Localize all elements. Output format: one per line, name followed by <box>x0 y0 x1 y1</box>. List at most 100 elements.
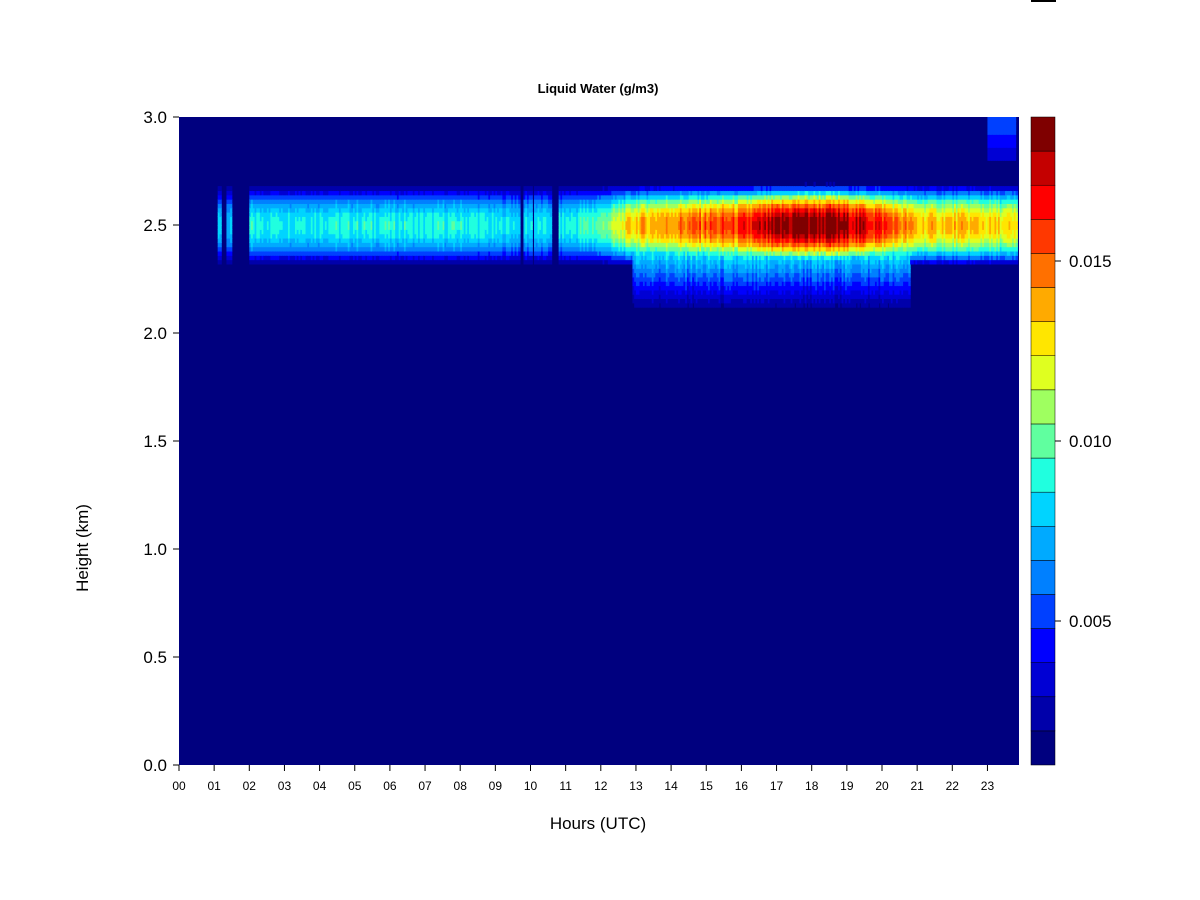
heatmap-cell <box>657 203 660 209</box>
heatmap-cell <box>595 242 598 248</box>
heatmap-cell <box>588 255 591 261</box>
heatmap-cell <box>391 186 395 192</box>
heatmap-cell <box>634 281 637 287</box>
heatmap-cell <box>331 259 335 265</box>
heatmap-cell <box>542 207 546 213</box>
heatmap-cell <box>642 225 646 230</box>
heatmap-cell <box>291 242 294 248</box>
heatmap-cell <box>662 203 665 209</box>
heatmap-cell <box>454 229 458 235</box>
heatmap-cell <box>386 203 389 209</box>
heatmap-cell <box>541 220 544 226</box>
heatmap-cell <box>446 259 449 265</box>
heatmap-cell <box>468 242 472 248</box>
heatmap-cell <box>277 199 280 204</box>
heatmap-cell <box>599 216 602 222</box>
heatmap-cell <box>342 225 345 230</box>
heatmap-cell <box>305 225 308 230</box>
heatmap-cell <box>648 272 651 278</box>
heatmap-cell <box>672 194 676 200</box>
heatmap-cell <box>360 250 363 256</box>
heatmap-cell <box>279 246 282 252</box>
heatmap-cell <box>352 216 356 222</box>
heatmap-cell <box>442 233 445 239</box>
heatmap-cell <box>648 203 651 209</box>
heatmap-cell <box>282 242 286 248</box>
heatmap-cell <box>377 220 380 226</box>
heatmap-cell <box>644 199 648 204</box>
heatmap-cell <box>330 237 333 243</box>
heatmap-cell <box>607 242 611 248</box>
heatmap-cell <box>660 276 663 282</box>
heatmap-cell <box>388 242 391 248</box>
heatmap-cell <box>460 212 463 217</box>
heatmap-cell <box>259 237 263 243</box>
heatmap-cell <box>296 237 300 243</box>
heatmap-cell <box>396 255 400 261</box>
heatmap-cell <box>613 246 616 252</box>
heatmap-cell <box>344 220 347 226</box>
heatmap-cell <box>439 199 442 204</box>
heatmap-cell <box>660 225 663 230</box>
heatmap-cell <box>630 186 634 192</box>
heatmap-cell <box>400 242 403 248</box>
heatmap-cell <box>460 237 463 243</box>
heatmap-cell <box>653 259 656 265</box>
heatmap-cell <box>331 237 335 243</box>
heatmap-cell <box>294 207 298 213</box>
heatmap-cell <box>584 225 588 230</box>
heatmap-cell <box>593 194 597 200</box>
heatmap-cell <box>381 259 384 265</box>
heatmap-cell <box>323 225 326 230</box>
heatmap-cell <box>365 233 368 239</box>
heatmap-cell <box>665 190 669 196</box>
heatmap-cell <box>511 250 514 256</box>
heatmap-cell <box>641 229 644 235</box>
heatmap-cell <box>558 199 561 204</box>
heatmap-cell <box>226 255 229 261</box>
heatmap-cell <box>479 225 482 230</box>
heatmap-cell <box>560 246 563 252</box>
heatmap-cell <box>330 250 333 256</box>
heatmap-cell <box>639 225 642 230</box>
heatmap-cell <box>488 255 491 261</box>
heatmap-cell <box>391 250 395 256</box>
heatmap-cell <box>576 237 579 243</box>
heatmap-cell <box>646 207 649 213</box>
heatmap-cell <box>616 207 619 213</box>
heatmap-cell <box>319 229 322 235</box>
heatmap-cell <box>635 190 639 196</box>
heatmap-cell <box>228 207 231 213</box>
heatmap-cell <box>275 233 279 239</box>
heatmap-cell <box>410 212 414 217</box>
heatmap-cell <box>256 220 259 226</box>
heatmap-cell <box>639 194 642 200</box>
heatmap-cell <box>562 242 565 248</box>
heatmap-cell <box>396 225 400 230</box>
heatmap-cell <box>458 190 461 196</box>
heatmap-cell <box>377 255 380 261</box>
heatmap-cell <box>416 212 419 217</box>
heatmap-cell <box>282 255 286 261</box>
heatmap-cell <box>523 203 526 209</box>
heatmap-cell <box>606 229 609 235</box>
heatmap-cell <box>328 229 331 235</box>
heatmap-cell <box>367 246 370 252</box>
heatmap-cell <box>416 250 419 256</box>
heatmap-cell <box>277 233 280 239</box>
heatmap-cell <box>317 212 321 217</box>
heatmap-cell <box>330 186 333 192</box>
heatmap-cell <box>393 203 396 209</box>
heatmap-cell <box>625 233 628 239</box>
heatmap-cell <box>646 190 649 196</box>
heatmap-cell <box>599 203 602 209</box>
heatmap-cell <box>541 199 544 204</box>
heatmap-cell <box>518 216 521 222</box>
heatmap-cell <box>530 220 533 226</box>
heatmap-cell <box>331 186 335 192</box>
heatmap-cell <box>548 207 551 213</box>
heatmap-cell <box>562 237 565 243</box>
heatmap-cell <box>446 246 449 252</box>
heatmap-cell <box>542 190 546 196</box>
heatmap-cell <box>660 220 663 226</box>
